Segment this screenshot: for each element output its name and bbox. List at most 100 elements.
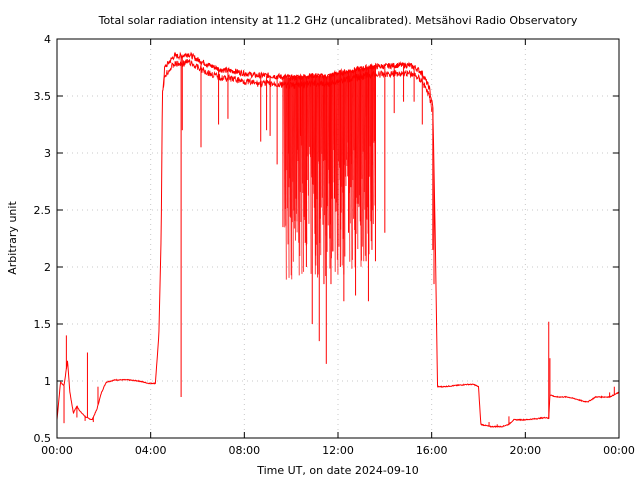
series-oscillation bbox=[283, 77, 286, 228]
series-oscillation bbox=[334, 74, 336, 272]
x-tick-label: 12:00 bbox=[322, 444, 354, 457]
series-oscillation bbox=[325, 76, 327, 236]
series-oscillation bbox=[356, 69, 359, 249]
series-oscillation bbox=[302, 76, 305, 217]
series-oscillation bbox=[348, 71, 351, 262]
series-oscillation bbox=[317, 75, 320, 162]
series-oscillation bbox=[305, 76, 307, 246]
series-oscillation bbox=[305, 76, 308, 245]
series-oscillation bbox=[311, 75, 314, 184]
series-oscillation bbox=[290, 77, 293, 280]
series-oscillation bbox=[362, 68, 365, 262]
y-tick-label: 0.5 bbox=[34, 432, 52, 445]
chart-title: Total solar radiation intensity at 11.2 … bbox=[98, 14, 578, 27]
y-tick-label: 2 bbox=[44, 261, 51, 274]
series-oscillation bbox=[370, 66, 372, 242]
series-oscillation bbox=[314, 75, 317, 266]
series-oscillation bbox=[306, 76, 308, 181]
series-oscillation bbox=[308, 75, 311, 155]
series-oscillation bbox=[307, 76, 310, 224]
series-oscillation bbox=[304, 76, 306, 243]
series-oscillation bbox=[334, 74, 337, 212]
x-axis-label: Time UT, on date 2024-09-10 bbox=[256, 464, 419, 477]
series-oscillation bbox=[366, 67, 369, 234]
y-tick-label: 3 bbox=[44, 147, 51, 160]
series-oscillation bbox=[316, 75, 319, 275]
series-oscillation bbox=[365, 67, 367, 219]
series-oscillation bbox=[372, 66, 375, 143]
y-tick-label: 3.5 bbox=[34, 90, 52, 103]
series-oscillation bbox=[319, 76, 322, 256]
y-axis-label: Arbitrary unit bbox=[6, 201, 19, 275]
series-oscillation bbox=[316, 75, 319, 278]
series-oscillation bbox=[341, 72, 343, 266]
series-oscillation bbox=[352, 70, 355, 219]
series-oscillation bbox=[372, 66, 374, 224]
series-oscillation bbox=[315, 75, 317, 245]
series-oscillation bbox=[340, 72, 342, 213]
series-oscillation bbox=[364, 67, 366, 256]
series-oscillation bbox=[360, 68, 363, 261]
series-oscillation bbox=[326, 76, 328, 252]
series-oscillation bbox=[304, 76, 307, 243]
x-tick-label: 20:00 bbox=[509, 444, 541, 457]
series-oscillation bbox=[298, 77, 300, 276]
axis-ticks: 00:00 04:00 08:00 12:00 16:00 20:00 00:000.511… bbox=[34, 33, 635, 457]
series-oscillation bbox=[336, 73, 338, 260]
series-oscillation bbox=[300, 76, 303, 274]
series-oscillation bbox=[323, 76, 325, 216]
series-oscillation bbox=[337, 73, 340, 247]
series-oscillation bbox=[350, 70, 353, 269]
y-tick-label: 1.5 bbox=[34, 318, 52, 331]
series-oscillation bbox=[301, 76, 303, 184]
series-oscillation bbox=[355, 69, 357, 234]
series-oscillation bbox=[310, 75, 313, 178]
series-oscillation bbox=[298, 76, 301, 257]
series-oscillation bbox=[359, 68, 362, 267]
y-tick-label: 4 bbox=[44, 33, 51, 46]
plot-area bbox=[56, 51, 620, 428]
series-oscillation bbox=[293, 77, 295, 229]
series-oscillation bbox=[367, 67, 370, 255]
series-oscillation bbox=[343, 71, 346, 257]
series-oscillation bbox=[314, 75, 316, 275]
series-oscillation bbox=[357, 69, 360, 208]
series-oscillation bbox=[336, 73, 339, 275]
series-oscillation bbox=[299, 76, 302, 222]
x-tick-label: 16:00 bbox=[416, 444, 448, 457]
x-tick-label: 04:00 bbox=[135, 444, 167, 457]
x-tick-label: 00:00 bbox=[41, 444, 73, 457]
series-oscillation bbox=[331, 74, 334, 252]
series-oscillation bbox=[287, 77, 290, 278]
series-oscillation bbox=[327, 76, 329, 226]
series-oscillation bbox=[289, 77, 291, 217]
series-oscillation bbox=[329, 75, 331, 225]
series-oscillation bbox=[286, 77, 289, 245]
series-oscillation bbox=[324, 76, 327, 277]
series-oscillation bbox=[361, 68, 364, 247]
x-tick-label: 00:00 bbox=[603, 444, 635, 457]
series-oscillation bbox=[351, 70, 353, 260]
series-oscillation bbox=[346, 71, 349, 177]
series-oscillation bbox=[318, 75, 321, 244]
x-tick-label: 08:00 bbox=[228, 444, 260, 457]
series-oscillation bbox=[294, 77, 296, 241]
series-oscillation bbox=[370, 66, 373, 224]
series-oscillation bbox=[302, 76, 305, 272]
series-oscillation bbox=[295, 77, 298, 233]
series-oscillation bbox=[290, 77, 292, 276]
series-oscillation bbox=[365, 67, 368, 220]
series-oscillation bbox=[320, 76, 322, 208]
series-oscillation bbox=[357, 69, 359, 204]
series-oscillation bbox=[342, 72, 345, 275]
series-oscillation bbox=[330, 75, 332, 259]
series-oscillation bbox=[291, 77, 293, 223]
series-oscillation bbox=[368, 67, 371, 177]
series-oscillation bbox=[292, 77, 294, 262]
series-oscillation bbox=[349, 70, 351, 224]
series-oscillation bbox=[339, 72, 342, 230]
series-oscillation bbox=[321, 76, 324, 225]
series-oscillation bbox=[335, 73, 337, 203]
series-oscillation bbox=[309, 75, 312, 274]
